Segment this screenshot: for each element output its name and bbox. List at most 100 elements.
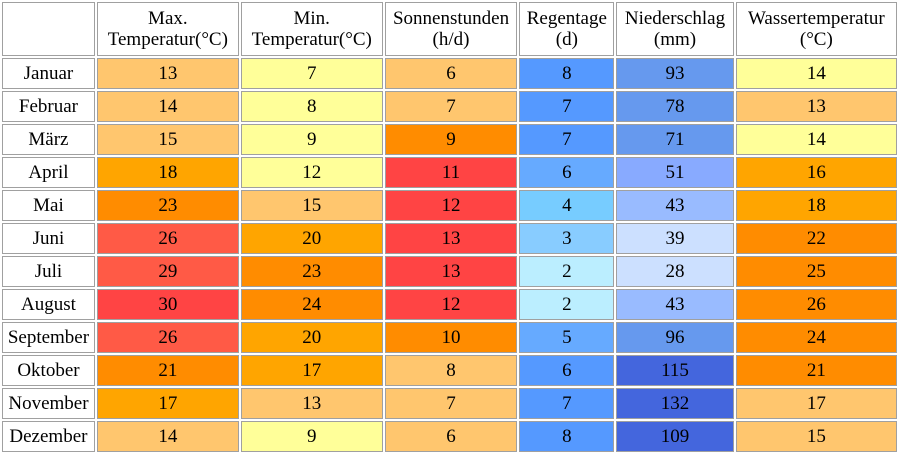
column-header-line: (d) [555,29,578,50]
month-label: Juni [2,223,95,254]
value-cell-water-temp: 14 [735,58,897,89]
column-header-sunshine: Sonnenstunden (h/d) [384,2,518,56]
value-cell-sunshine: 12 [384,289,518,320]
value-cell-sunshine: 6 [384,58,518,89]
value-cell-max-temp: 17 [96,388,239,419]
table-row: März 15 9 9 7 71 14 [2,124,897,155]
month-label: Oktober [2,355,95,386]
month-label: Juli [2,256,95,287]
table-row: Juni 26 20 13 3 39 22 [2,223,897,254]
value-cell-precipitation: 109 [616,421,734,452]
value-cell-water-temp: 14 [735,124,897,155]
value-cell-rain-days: 6 [519,157,615,188]
column-header-line: Temperatur(°C) [107,29,228,50]
value-cell-sunshine: 12 [384,190,518,221]
column-header-min-temp: Min. Temperatur(°C) [240,2,383,56]
table-row: Dezember 14 9 6 8 109 15 [2,421,897,452]
value-cell-max-temp: 23 [96,190,239,221]
column-header-line: Temperatur(°C) [251,29,372,50]
value-cell-min-temp: 23 [240,256,383,287]
value-cell-min-temp: 17 [240,355,383,386]
value-cell-min-temp: 15 [240,190,383,221]
table-row: April 18 12 11 6 51 16 [2,157,897,188]
value-cell-max-temp: 14 [96,91,239,122]
column-header-line: Min. [293,8,330,29]
value-cell-precipitation: 39 [616,223,734,254]
value-cell-precipitation: 43 [616,190,734,221]
column-header-line: Regentage [526,8,607,29]
column-header-precipitation: Niederschlag (mm) [616,2,734,56]
column-header-line: (°C) [799,29,833,50]
value-cell-max-temp: 14 [96,421,239,452]
column-header-line: Max. [148,8,188,29]
value-cell-rain-days: 8 [519,421,615,452]
value-cell-min-temp: 7 [240,58,383,89]
column-header-rain-days: Regentage (d) [519,2,615,56]
value-cell-min-temp: 13 [240,388,383,419]
value-cell-min-temp: 9 [240,124,383,155]
column-header-water-temp: Wassertemperatur (°C) [735,2,897,56]
value-cell-rain-days: 7 [519,124,615,155]
value-cell-precipitation: 43 [616,289,734,320]
value-cell-min-temp: 8 [240,91,383,122]
value-cell-min-temp: 24 [240,289,383,320]
value-cell-min-temp: 12 [240,157,383,188]
table-row: Februar 14 8 7 7 78 13 [2,91,897,122]
month-label: August [2,289,95,320]
table-row: November 17 13 7 7 132 17 [2,388,897,419]
value-cell-water-temp: 21 [735,355,897,386]
month-label: November [2,388,95,419]
table-row: Oktober 21 17 8 6 115 21 [2,355,897,386]
column-header-line: Wassertemperatur [748,8,885,29]
value-cell-sunshine: 7 [384,388,518,419]
value-cell-max-temp: 29 [96,256,239,287]
value-cell-rain-days: 2 [519,256,615,287]
value-cell-rain-days: 6 [519,355,615,386]
value-cell-sunshine: 11 [384,157,518,188]
table-row: September 26 20 10 5 96 24 [2,322,897,353]
value-cell-max-temp: 30 [96,289,239,320]
value-cell-water-temp: 24 [735,322,897,353]
value-cell-water-temp: 16 [735,157,897,188]
value-cell-sunshine: 7 [384,91,518,122]
column-header-line: Sonnenstunden [392,8,510,29]
value-cell-max-temp: 13 [96,58,239,89]
value-cell-water-temp: 22 [735,223,897,254]
value-cell-rain-days: 5 [519,322,615,353]
table-body: Januar 13 7 6 8 93 14 Februar 14 8 7 7 78 13 März 15 9 9 7… [2,58,897,452]
table-row: August 30 24 12 2 43 26 [2,289,897,320]
value-cell-precipitation: 51 [616,157,734,188]
month-label: März [2,124,95,155]
month-label: Februar [2,91,95,122]
corner-cell [2,2,95,56]
value-cell-max-temp: 21 [96,355,239,386]
value-cell-max-temp: 26 [96,322,239,353]
value-cell-sunshine: 9 [384,124,518,155]
value-cell-water-temp: 17 [735,388,897,419]
column-header-line: Niederschlag [624,8,726,29]
value-cell-max-temp: 26 [96,223,239,254]
value-cell-max-temp: 18 [96,157,239,188]
value-cell-precipitation: 132 [616,388,734,419]
value-cell-precipitation: 93 [616,58,734,89]
column-header-line: (mm) [653,29,697,50]
value-cell-precipitation: 78 [616,91,734,122]
table-row: Juli 29 23 13 2 28 25 [2,256,897,287]
value-cell-sunshine: 8 [384,355,518,386]
value-cell-water-temp: 15 [735,421,897,452]
value-cell-sunshine: 6 [384,421,518,452]
value-cell-precipitation: 96 [616,322,734,353]
value-cell-min-temp: 9 [240,421,383,452]
value-cell-precipitation: 115 [616,355,734,386]
month-label: April [2,157,95,188]
value-cell-rain-days: 4 [519,190,615,221]
value-cell-max-temp: 15 [96,124,239,155]
month-label: September [2,322,95,353]
month-label: Mai [2,190,95,221]
value-cell-rain-days: 2 [519,289,615,320]
value-cell-sunshine: 13 [384,223,518,254]
column-header-max-temp: Max. Temperatur(°C) [96,2,239,56]
value-cell-water-temp: 18 [735,190,897,221]
value-cell-water-temp: 13 [735,91,897,122]
